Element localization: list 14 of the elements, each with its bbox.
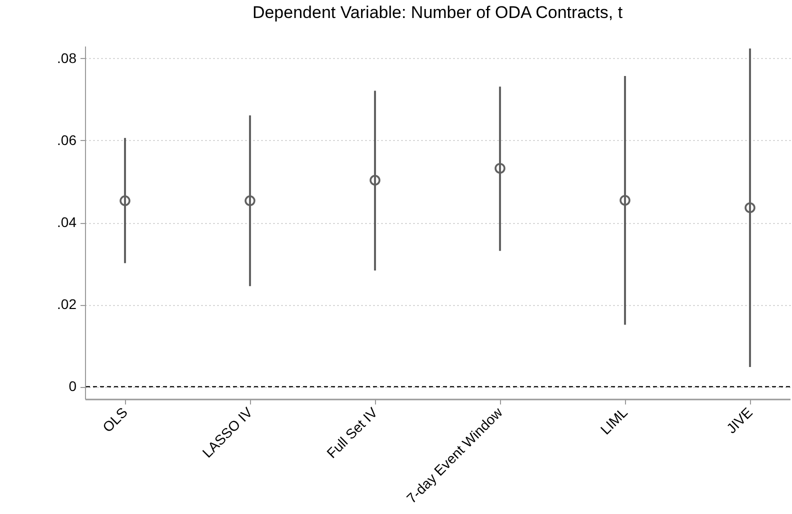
y-tick-label: .04 — [57, 214, 77, 230]
x-tick-label: OLS — [99, 404, 130, 436]
x-tick-label: Full Set IV — [323, 404, 381, 462]
y-tick-label: .08 — [57, 50, 77, 66]
y-tick-label: 0 — [68, 378, 77, 394]
point — [244, 195, 256, 206]
point — [620, 194, 630, 206]
point — [120, 195, 130, 206]
point — [744, 202, 756, 214]
point — [494, 162, 506, 174]
point — [370, 174, 380, 186]
y-tick-label: .06 — [57, 132, 77, 148]
chart-title: Dependent Variable: Number of ODA Contracts, t — [252, 3, 623, 22]
y-tick-label: .02 — [57, 296, 77, 312]
